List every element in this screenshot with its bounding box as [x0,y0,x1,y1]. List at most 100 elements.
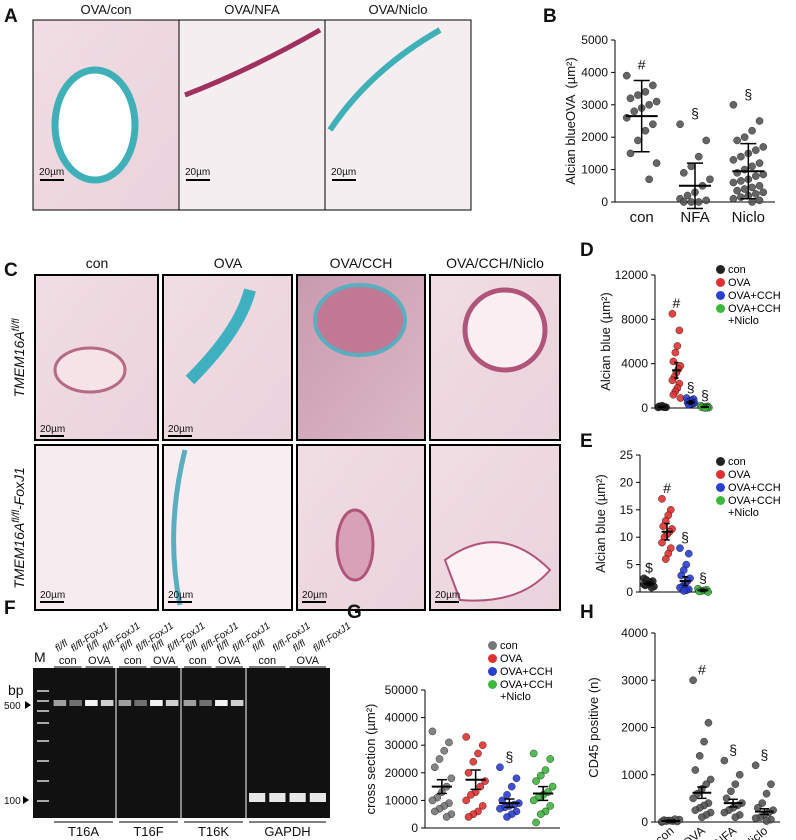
data-point [661,555,670,563]
column-title: con [86,255,109,271]
y-tick-label: 0 [411,821,418,835]
scale-bar-label: 20µm [168,590,193,601]
legend-swatch [716,483,725,492]
data-point [729,101,738,109]
data-point [626,149,635,158]
gel-band [269,793,286,802]
data-point [755,196,764,205]
data-point [752,172,760,180]
data-point [649,81,657,90]
panel-letter: E [580,431,593,452]
y-tick-label: 15 [620,503,634,517]
ladder-band [37,700,49,702]
data-point [729,156,738,164]
data-point [675,326,684,335]
data-point [529,796,538,805]
data-point [691,806,700,814]
data-point [462,796,470,805]
legend-item: OVA+CCH [488,666,562,678]
data-point [694,198,703,206]
legend-item: OVA+CCH [716,290,790,302]
data-point [740,185,749,193]
column-title: OVA/CCH [330,255,393,271]
gene-label: T16A [68,824,99,839]
data-point [702,196,711,205]
significance-mark: § [687,379,695,395]
y-label-text: cross section (µm²) [363,704,378,815]
data-point [676,120,684,129]
data-point [548,782,557,791]
y-label-sub: OVA [563,94,578,121]
data-point [689,676,697,685]
data-point [733,136,741,145]
data-point [478,741,487,750]
data-point [680,169,688,177]
y-label-text: Alcian blue [563,121,578,185]
gel-band [165,700,179,706]
data-point [737,177,745,185]
panel-letter: D [580,240,594,261]
row-label: TMEM16Afl/fl-FoxJ1 [11,467,28,589]
data-point [762,789,771,798]
panel-letter: C [4,260,18,281]
gene-label: T16F [133,824,163,839]
legend-item: OVA+CCH +Niclo [488,679,562,703]
ladder-band [37,800,49,802]
panel-c-images [34,274,561,611]
data-point [641,126,650,135]
significance-mark: § [681,529,689,545]
data-point [645,101,653,109]
data-point [759,143,768,151]
significance-mark: § [701,387,709,403]
data-point [733,186,741,195]
scale-bar-label: 20µm [39,167,64,178]
y-label-text: Alcian blue (µm²) [593,474,608,573]
y-tick-label: 5000 [581,33,608,47]
legend-label: OVA+CCH +Niclo [728,495,781,519]
y-tick-label: 10 [620,530,634,544]
data-point [671,348,680,357]
data-point [737,152,745,161]
data-point [476,782,485,791]
y-tick-label: 3000 [621,673,648,687]
legend-swatch [488,667,497,676]
data-point [702,136,711,145]
data-point [652,97,661,106]
data-point [442,813,451,821]
data-point [536,771,545,780]
legend-item: OVA+CCH +Niclo [716,495,790,519]
legend-swatch [716,470,725,479]
lane-label: fl/fl [53,638,70,655]
legend-swatch [488,680,497,689]
scale-bar-label: 20µm [185,167,210,178]
y-tick-label: 10000 [385,793,419,807]
data-point [758,799,766,807]
scale-bar-label: 20µm [302,590,327,601]
legend-label: con [728,456,746,468]
data-point [767,780,775,789]
data-point [652,159,661,167]
data-point [689,794,697,803]
data-point [740,133,749,141]
group-label: con [124,655,142,667]
data-point [762,817,771,825]
legend-label: OVA+CCH +Niclo [728,303,781,327]
group-label: OVA [218,655,241,667]
data-point [755,117,764,125]
group-label: con [258,655,276,667]
data-point [546,802,555,810]
y-tick-label: 8000 [621,312,648,326]
gel-band [199,700,212,706]
scale-bar-label: 20µm [40,590,65,601]
data-point [679,587,688,595]
legend-swatch [488,654,497,663]
lane-label: fl/fl-FoxJ1 [311,621,353,655]
y-label-unit: (µm²) [563,57,578,88]
y-tick-label: 40000 [385,711,419,725]
gel-band [150,700,163,706]
legend: con OVA OVA+CCH OVA+CCH +Niclo [716,264,790,328]
legend-swatch [488,641,497,650]
data-point [503,813,511,821]
